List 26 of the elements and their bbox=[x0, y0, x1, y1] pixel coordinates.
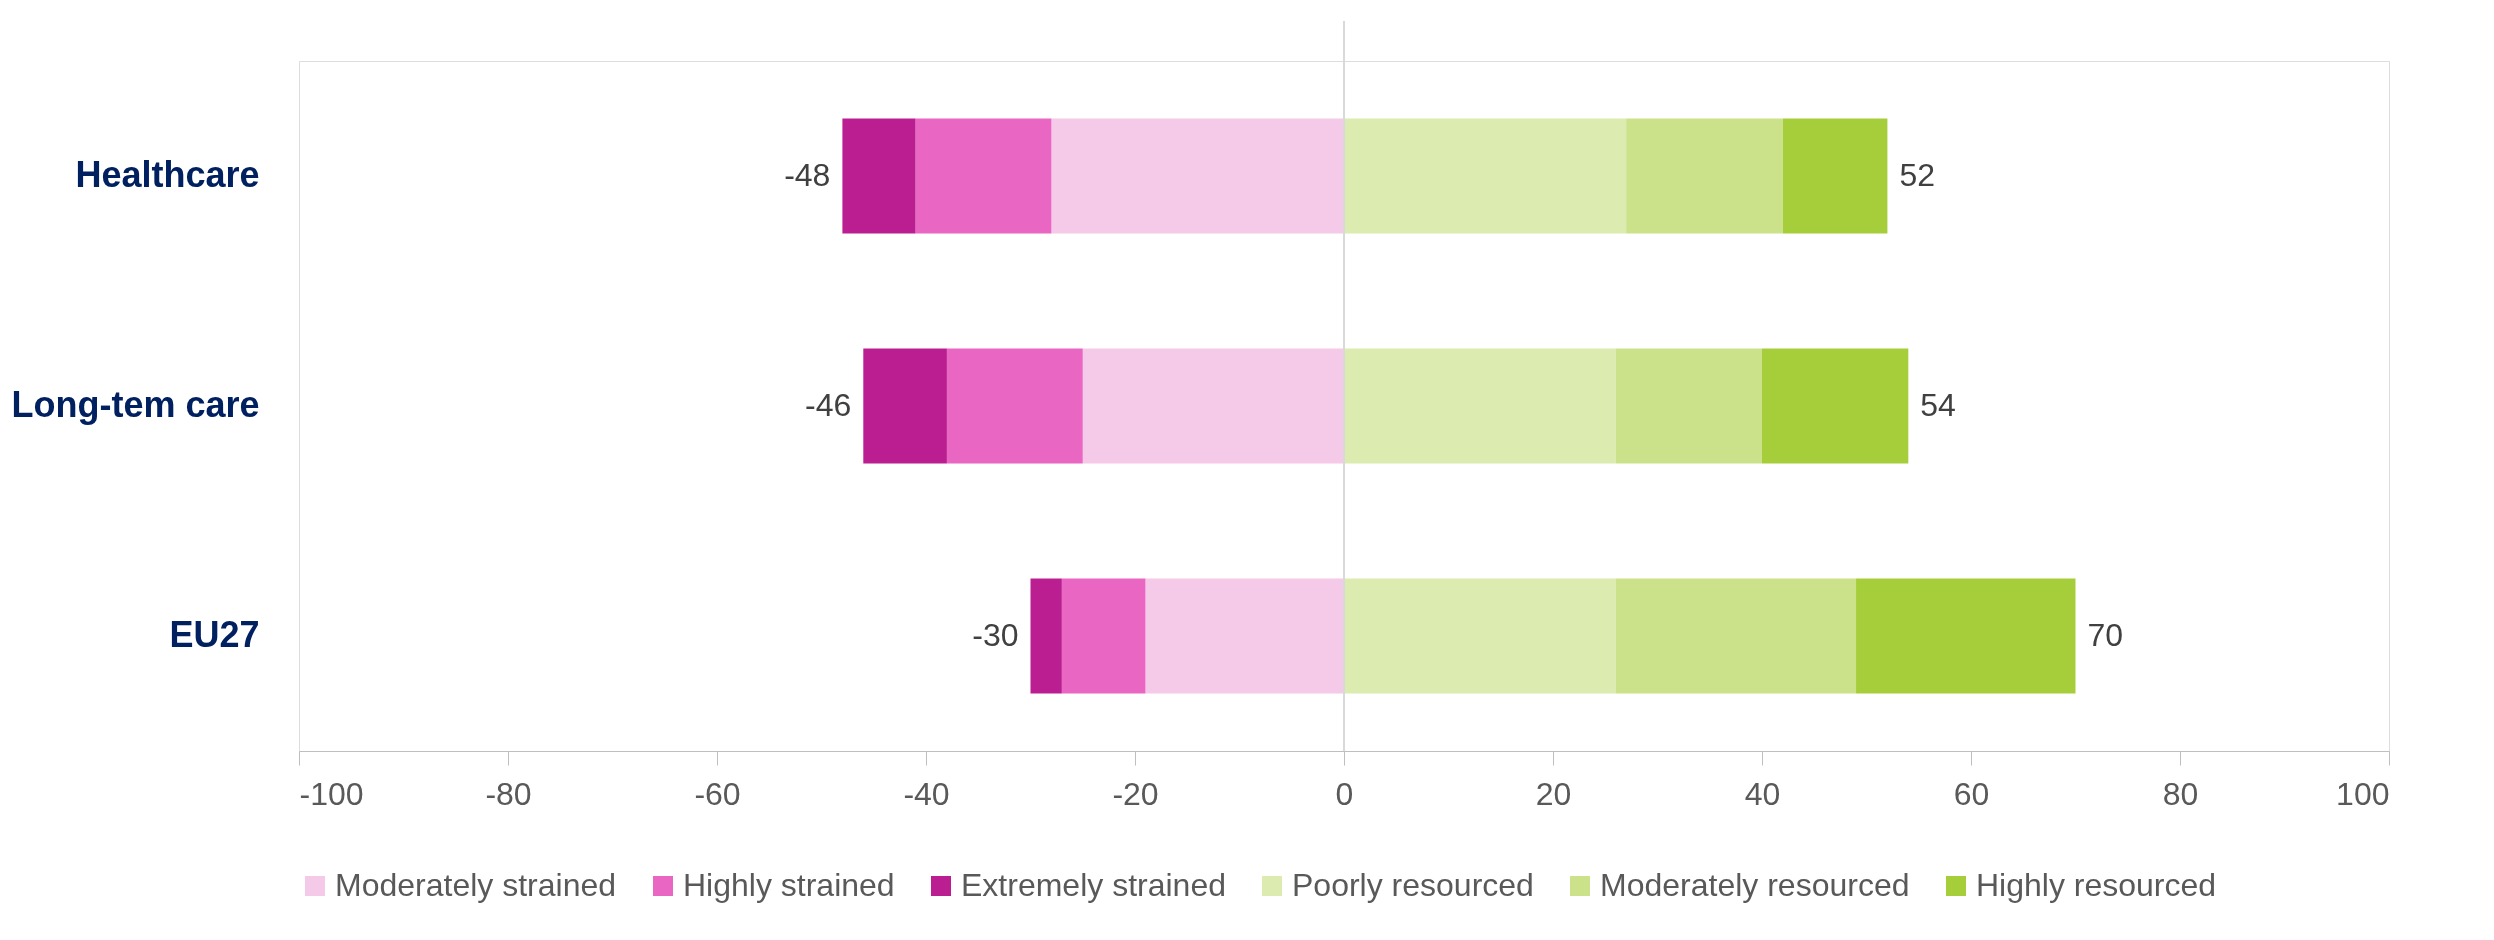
x-tick-label: 20 bbox=[1535, 775, 1572, 812]
annotation: 54 bbox=[1920, 387, 1956, 423]
y-tick-label: Healthcare bbox=[75, 154, 260, 195]
x-tick-label: -100 bbox=[299, 775, 364, 812]
annotation: -46 bbox=[805, 387, 852, 423]
x-tick-label: 40 bbox=[1744, 775, 1781, 812]
x-tick-label: -60 bbox=[694, 775, 741, 812]
x-tick-label: -40 bbox=[903, 775, 950, 812]
annotation: 52 bbox=[1899, 157, 1935, 193]
annotation: -48 bbox=[784, 157, 831, 193]
annotation: 70 bbox=[2087, 617, 2124, 653]
legend-label: Highly strained bbox=[683, 867, 895, 903]
y-tick-label: EU27 bbox=[169, 614, 260, 655]
x-tick-label: -20 bbox=[1112, 775, 1159, 812]
x-tick-label: 100 bbox=[2336, 775, 2390, 812]
annotation: -30 bbox=[972, 617, 1019, 653]
x-tick-label: 80 bbox=[2162, 775, 2199, 812]
legend-label: Moderately strained bbox=[335, 867, 617, 903]
legend-label: Poorly resourced bbox=[1292, 867, 1534, 903]
y-tick-label: Long-tem care bbox=[11, 384, 260, 425]
x-tick-label: -80 bbox=[485, 775, 532, 812]
legend-label: Extremely strained bbox=[961, 867, 1226, 903]
x-tick-label: 60 bbox=[1953, 775, 1990, 812]
x-tick-label: 0 bbox=[1335, 775, 1354, 812]
legend-label: Highly resourced bbox=[1976, 867, 2217, 903]
legend-label: Moderately resourced bbox=[1600, 867, 1910, 903]
